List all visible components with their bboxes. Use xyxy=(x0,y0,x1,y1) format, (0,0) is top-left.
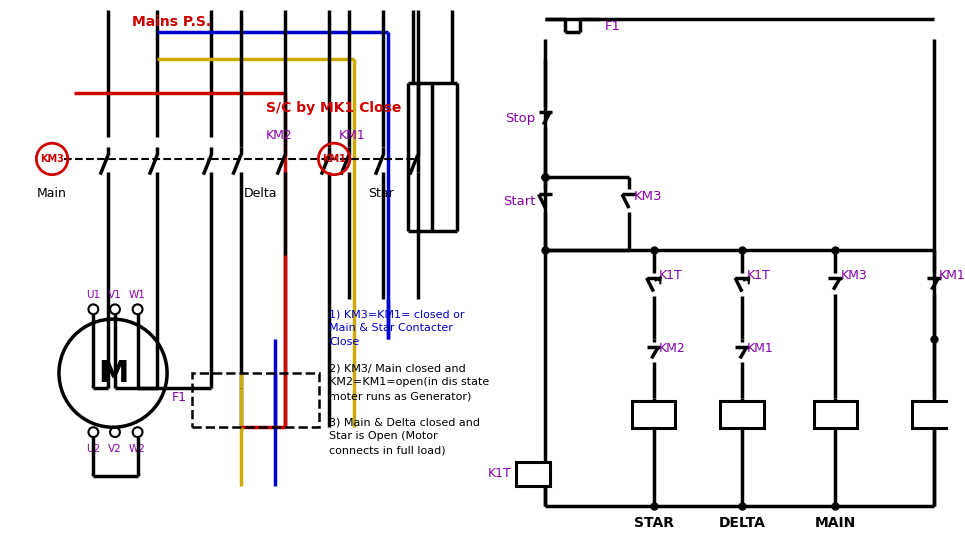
Text: KM1: KM1 xyxy=(322,154,346,164)
Text: F1: F1 xyxy=(172,391,186,404)
Text: Main: Main xyxy=(37,187,67,200)
Bar xyxy=(912,400,955,428)
Text: S/C by MK1 Close: S/C by MK1 Close xyxy=(266,101,401,115)
Text: K1T: K1T xyxy=(658,270,682,282)
Bar xyxy=(720,400,763,428)
Text: Start: Start xyxy=(503,195,536,208)
Text: W1: W1 xyxy=(129,289,146,300)
Text: MAIN: MAIN xyxy=(814,516,856,529)
Text: KM3: KM3 xyxy=(634,190,662,203)
Text: Delta: Delta xyxy=(244,187,277,200)
Text: KM2: KM2 xyxy=(265,129,292,142)
Text: Star: Star xyxy=(369,187,394,200)
Text: STAR: STAR xyxy=(634,516,674,529)
Text: KM1: KM1 xyxy=(921,408,947,421)
Text: DELTA: DELTA xyxy=(719,516,765,529)
Text: W2: W2 xyxy=(129,444,146,454)
Text: F1: F1 xyxy=(604,20,620,33)
Bar xyxy=(632,400,676,428)
Text: KM2: KM2 xyxy=(658,342,685,355)
Text: K1T: K1T xyxy=(487,467,511,480)
Text: 3) Main & Delta closed and
Star is Open (Motor
connects in full load): 3) Main & Delta closed and Star is Open … xyxy=(329,417,481,455)
Text: KM1: KM1 xyxy=(640,408,667,421)
Text: KM3: KM3 xyxy=(41,154,64,164)
Text: KM1: KM1 xyxy=(747,342,774,355)
Text: U1: U1 xyxy=(86,289,100,300)
Text: M: M xyxy=(97,358,128,388)
Text: V2: V2 xyxy=(108,444,122,454)
Bar xyxy=(813,400,857,428)
Text: KM3: KM3 xyxy=(841,270,867,282)
Text: KM1: KM1 xyxy=(339,129,366,142)
Text: 2) KM3/ Main closed and
KM2=KM1=open(in dis state
moter runs as Generator): 2) KM3/ Main closed and KM2=KM1=open(in … xyxy=(329,363,489,402)
Bar xyxy=(192,373,319,427)
Text: Mains P.S.: Mains P.S. xyxy=(132,15,211,29)
Bar xyxy=(516,461,550,486)
Text: U2: U2 xyxy=(86,444,100,454)
Text: 1) KM3=KM1= closed or
Main & Star Contacter
Close: 1) KM3=KM1= closed or Main & Star Contac… xyxy=(329,309,465,347)
Text: KM3: KM3 xyxy=(822,408,849,421)
Text: K1T: K1T xyxy=(747,270,771,282)
Text: Stop: Stop xyxy=(506,112,536,125)
Text: KM1: KM1 xyxy=(939,270,965,282)
Text: V1: V1 xyxy=(108,289,122,300)
Text: KM2: KM2 xyxy=(729,408,756,421)
